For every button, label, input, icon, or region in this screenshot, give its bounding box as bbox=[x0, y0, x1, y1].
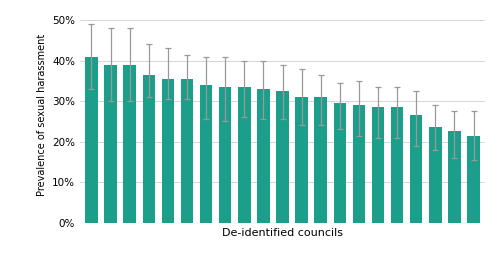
Y-axis label: Prevalence of sexual harassment: Prevalence of sexual harassment bbox=[36, 34, 46, 196]
Bar bbox=[352, 105, 365, 223]
Bar bbox=[372, 107, 384, 223]
Bar bbox=[448, 131, 460, 223]
Bar bbox=[142, 75, 155, 223]
Bar bbox=[219, 87, 232, 223]
Bar bbox=[181, 79, 193, 223]
Bar bbox=[124, 65, 136, 223]
Bar bbox=[104, 65, 117, 223]
Bar bbox=[257, 89, 270, 223]
Bar bbox=[296, 97, 308, 223]
Bar bbox=[468, 135, 479, 223]
Bar bbox=[86, 56, 98, 223]
X-axis label: De-identified councils: De-identified councils bbox=[222, 228, 343, 238]
Bar bbox=[410, 115, 422, 223]
Bar bbox=[429, 127, 442, 223]
Bar bbox=[314, 97, 327, 223]
Bar bbox=[238, 87, 250, 223]
Bar bbox=[276, 91, 288, 223]
Bar bbox=[162, 79, 174, 223]
Bar bbox=[200, 85, 212, 223]
Bar bbox=[334, 103, 346, 223]
Bar bbox=[391, 107, 404, 223]
